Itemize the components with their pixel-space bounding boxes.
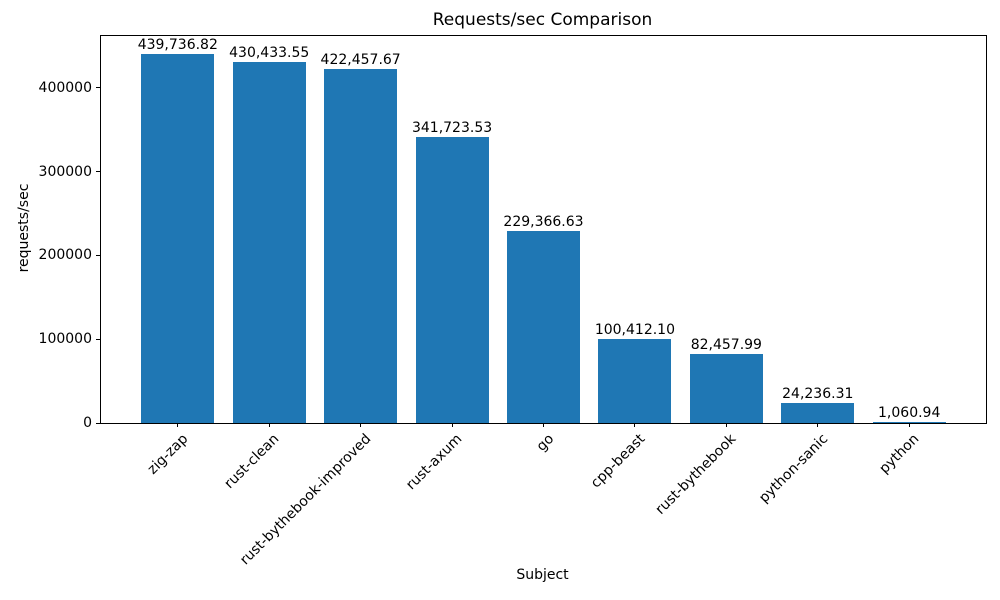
bar-value-label: 229,366.63 [503, 213, 584, 230]
y-tick-mark [96, 338, 100, 340]
x-tick-mark [177, 423, 179, 427]
x-tick-mark [451, 423, 453, 427]
x-tick-mark [360, 423, 362, 427]
chart-title: Requests/sec Comparison [432, 10, 653, 30]
bar-value-label: 82,457.99 [690, 336, 762, 353]
bar [415, 136, 489, 423]
bar [598, 338, 672, 423]
x-tick-mark [543, 423, 544, 427]
bar [506, 230, 581, 423]
y-tick-label: 0 [83, 415, 92, 431]
bar-value-label: 24,236.31 [782, 385, 854, 402]
y-tick-label: 100000 [38, 331, 92, 348]
bar [781, 402, 855, 423]
y-tick-mark [96, 171, 100, 173]
plot-area: 0 100000 200000 300000 400000 439,736.82 zig-z… [39, 35, 987, 568]
x-tick-mark [725, 423, 727, 427]
bar-value-label: 341,723.53 [411, 119, 493, 136]
y-tick-label: 200000 [38, 247, 92, 264]
bar [141, 54, 215, 423]
y-axis-label: requests/sec [16, 183, 32, 273]
bar-value-label: 430,433.55 [229, 45, 310, 62]
bar-value-label: 100,412.10 [594, 321, 676, 338]
y-tick-mark [96, 87, 100, 89]
x-tick-mark [908, 423, 910, 427]
y-tick-mark [96, 254, 100, 256]
x-tick-mark [817, 423, 819, 427]
bar [232, 62, 306, 423]
y-tick-label: 400000 [38, 79, 92, 96]
bar-value-label: 1,060.94 [878, 405, 941, 422]
bar-value-label: 422,457.67 [320, 51, 401, 68]
x-tick-mark [268, 423, 270, 427]
x-tick-mark [634, 423, 636, 427]
y-tick-mark [96, 422, 100, 424]
bar [324, 68, 398, 423]
x-axis-label: Subject [516, 567, 569, 583]
bar [872, 422, 946, 423]
bar [689, 353, 763, 423]
y-tick-label: 300000 [38, 163, 92, 180]
bar-value-label: 439,736.82 [137, 37, 218, 54]
